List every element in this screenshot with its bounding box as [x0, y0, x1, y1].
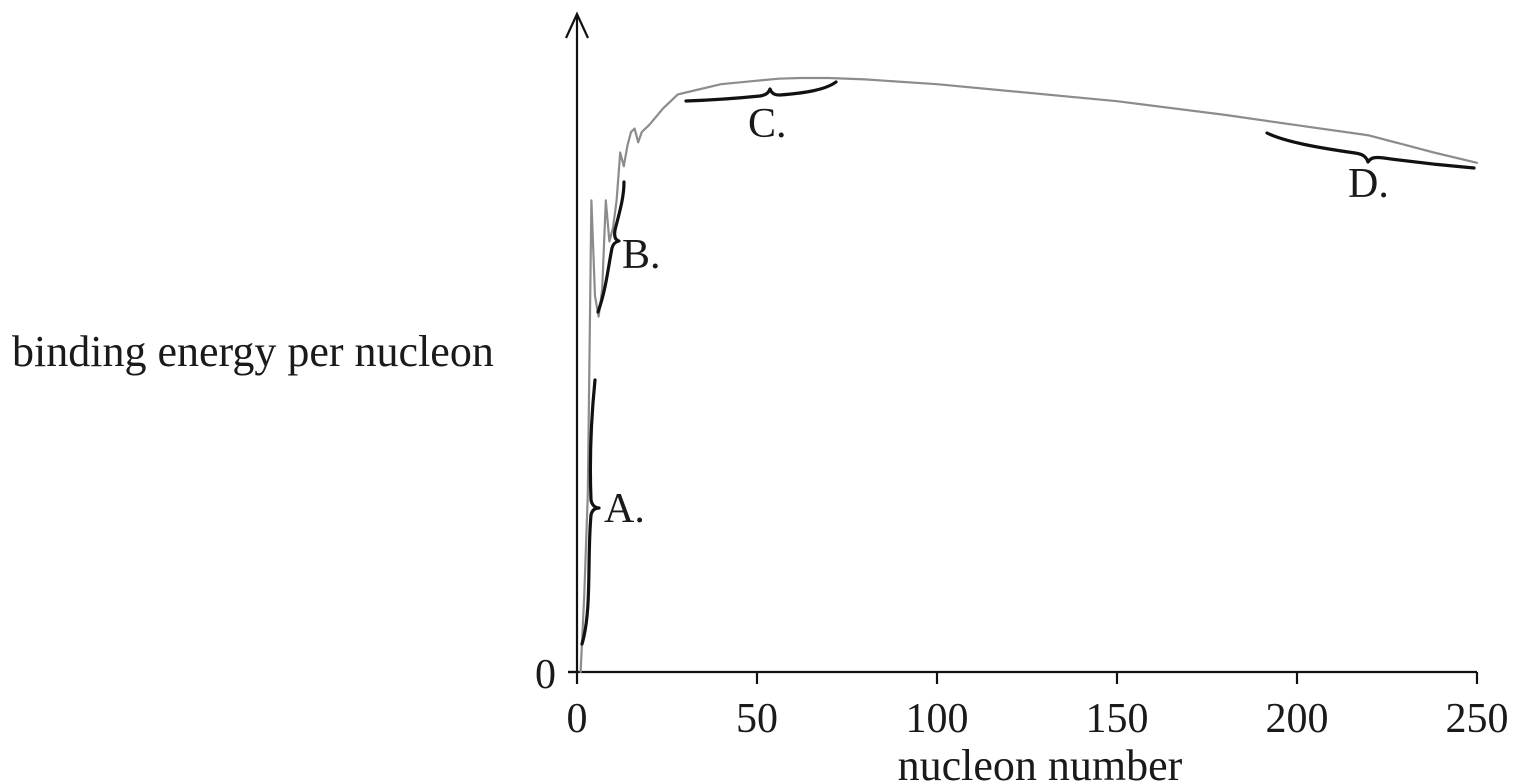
- y-axis-label: binding energy per nucleon: [12, 327, 494, 376]
- region-a-annotation: A.: [580, 378, 645, 646]
- region-b-label: B.: [622, 232, 661, 278]
- region-a-label: A.: [604, 486, 645, 532]
- x-tick-labels: 0 50 100 150 200 250: [567, 696, 1509, 742]
- region-b-annotation: B.: [596, 180, 661, 314]
- x-tick-marks: [575, 672, 1479, 684]
- region-c-annotation: C.: [684, 80, 838, 147]
- y-axis-arrowhead: [565, 11, 589, 39]
- x-tick-label-250: 250: [1446, 696, 1509, 742]
- y-tick-label-0: 0: [535, 652, 556, 698]
- x-tick-label-0: 0: [567, 696, 588, 742]
- region-c-label: C.: [748, 101, 787, 147]
- region-a-brace: [580, 378, 601, 646]
- region-c-brace: [684, 80, 838, 103]
- region-b-brace: [596, 180, 626, 314]
- x-axis-label: nucleon number: [898, 741, 1183, 784]
- x-tick-label-50: 50: [736, 696, 778, 742]
- region-d-brace: [1265, 131, 1476, 170]
- x-tick-label-150: 150: [1086, 696, 1149, 742]
- region-d-annotation: D.: [1265, 131, 1476, 207]
- region-d-label: D.: [1348, 161, 1389, 207]
- x-tick-label-200: 200: [1266, 696, 1329, 742]
- x-tick-label-100: 100: [906, 696, 969, 742]
- binding-energy-curve: [579, 76, 1479, 674]
